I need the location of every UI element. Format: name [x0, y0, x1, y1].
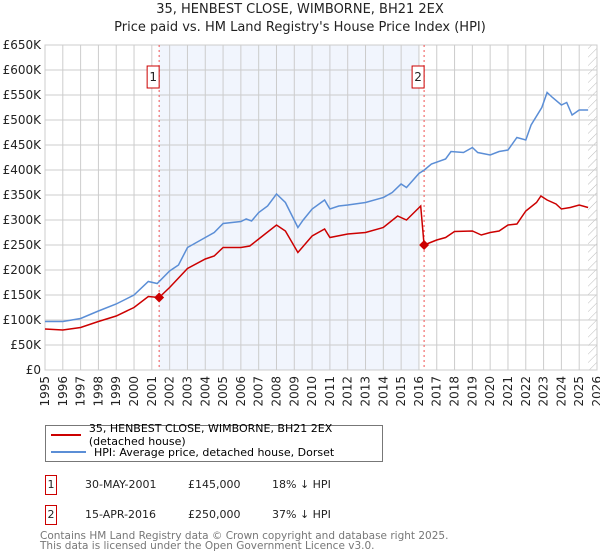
transaction-number: 2 — [45, 505, 57, 525]
legend-swatch-red — [51, 434, 81, 436]
footer-copyright: Contains HM Land Registry data © Crown c… — [40, 530, 449, 542]
x-tick-label: 2007 — [252, 376, 266, 407]
y-tick-label: £0 — [26, 363, 41, 377]
x-tick-label: 2014 — [376, 376, 390, 407]
x-tick-label: 2016 — [412, 376, 426, 407]
legend-swatch-blue — [51, 451, 86, 453]
plot-border — [44, 44, 598, 371]
x-tick-label: 2012 — [341, 376, 355, 407]
x-tick-label: 1997 — [74, 376, 88, 407]
x-tick-label: 1999 — [109, 376, 123, 407]
y-tick-label: £600K — [3, 63, 43, 77]
chart-title: 35, HENBEST CLOSE, WIMBORNE, BH21 2EX — [156, 2, 444, 17]
x-tick-label: 2005 — [216, 376, 230, 407]
legend-label: 35, HENBEST CLOSE, WIMBORNE, BH21 2EX (d… — [88, 422, 333, 448]
series-line — [45, 91, 589, 323]
x-tick-label: 2015 — [394, 376, 408, 407]
y-tick-label: £500K — [3, 113, 43, 127]
legend-item-property: 35, HENBEST CLOSE, WIMBORNE, BH21 2EX (d… — [51, 422, 382, 448]
y-tick-label: £100K — [3, 313, 43, 327]
y-tick-label: £650K — [3, 38, 43, 52]
sale-point-marker — [419, 240, 430, 250]
y-tick-label: £400K — [3, 163, 43, 177]
x-tick-label: 2023 — [537, 376, 551, 407]
footer-licence: This data is licensed under the Open Gov… — [40, 540, 375, 552]
x-tick-label: 2002 — [163, 376, 177, 407]
series-line — [44, 194, 589, 331]
marker-label-box — [411, 65, 425, 89]
x-tick-label: 2008 — [269, 376, 283, 407]
chart-subtitle: Price paid vs. HM Land Registry's House … — [114, 20, 486, 35]
x-tick-label: 2022 — [519, 376, 533, 407]
sale-point-marker — [154, 292, 165, 303]
plot-area: £0 £50K £100K £150K £200K £250K £300K £350K £400… — [3, 38, 600, 407]
shaded-ownership-period — [159, 45, 419, 370]
x-tick-label: 2019 — [465, 376, 479, 407]
marker-label: 1 — [149, 70, 157, 84]
x-tick-label: 1996 — [56, 376, 70, 407]
legend: 35, HENBEST CLOSE, WIMBORNE, BH21 2EX (d… — [45, 422, 383, 462]
y-tick-label: £350K — [3, 188, 43, 202]
x-tick-label: 2000 — [127, 376, 141, 407]
transaction-number: 1 — [45, 475, 57, 495]
x-tick-label: 2021 — [501, 376, 515, 407]
marker-label-box — [146, 65, 160, 89]
transaction-price: £145,000 — [188, 478, 241, 491]
x-tick-label: 2024 — [554, 376, 568, 407]
x-tick-label: 2009 — [287, 376, 301, 407]
transaction-date: 15-APR-2016 — [85, 508, 157, 521]
x-tick-label: 2001 — [145, 376, 159, 407]
transaction-hpi: 18% ↓ HPI — [272, 478, 331, 491]
hatched-forecast-region — [588, 45, 597, 370]
x-tick-label: 1998 — [91, 376, 105, 407]
x-tick-label: 2010 — [305, 376, 319, 407]
legend-item-hpi: HPI: Average price, detached house, Dors… — [51, 444, 334, 460]
x-tick-label: 2025 — [572, 376, 586, 407]
y-tick-label: £250K — [3, 238, 43, 252]
x-tick-label: 2006 — [234, 376, 248, 407]
x-tick-label: 2017 — [430, 376, 444, 407]
x-tick-label: 2013 — [359, 376, 373, 407]
footer: Contains HM Land Registry data © Crown c… — [40, 530, 449, 552]
legend-label: HPI: Average price, detached house, Dors… — [94, 445, 335, 459]
x-tick-label: 1995 — [38, 376, 52, 407]
x-tick-label: 2003 — [180, 376, 194, 407]
y-tick-label: £300K — [3, 213, 43, 227]
transaction-price: £250,000 — [188, 508, 241, 521]
x-tick-label: 2011 — [323, 376, 337, 407]
y-tick-label: £550K — [3, 88, 43, 102]
y-tick-label: £200K — [3, 263, 43, 277]
y-tick-label: £50K — [10, 338, 42, 352]
x-tick-label: 2018 — [448, 376, 462, 407]
x-tick-label: 2004 — [198, 376, 212, 407]
x-tick-label: 2020 — [483, 376, 497, 407]
y-tick-label: £450K — [3, 138, 43, 152]
x-tick-label: 2026 — [590, 376, 600, 407]
marker-label: 2 — [414, 70, 422, 84]
transaction-date: 30-MAY-2001 — [85, 478, 157, 491]
y-tick-label: £150K — [3, 288, 43, 302]
transaction-hpi: 37% ↓ HPI — [272, 508, 331, 521]
